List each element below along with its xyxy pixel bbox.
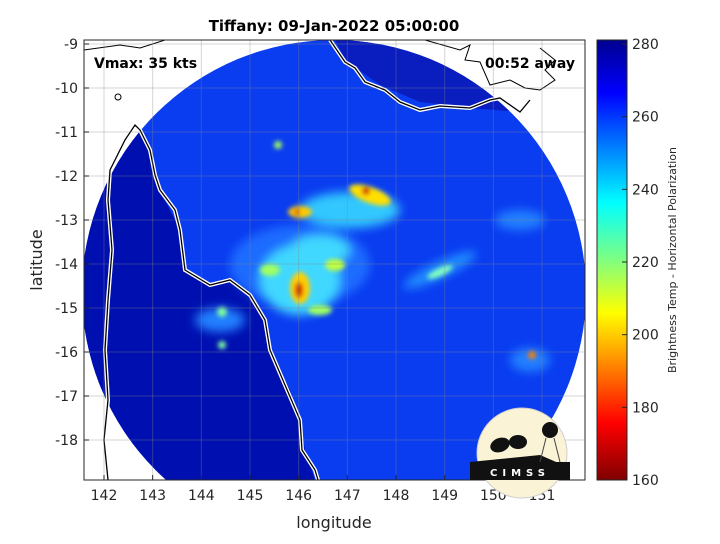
cimss-logo: CIMSS: [470, 407, 570, 499]
plot-title: Tiffany: 09-Jan-2022 05:00:00: [209, 17, 460, 35]
y-axis: -9 -10 -11 -12 -13 -14 -15 -16 -17 -18: [55, 37, 89, 449]
cold-cloud-tops: [217, 141, 536, 359]
x-tick-label: 146: [285, 488, 312, 504]
vmax-label: Vmax: 35 kts: [94, 56, 197, 72]
y-axis-label: latitude: [27, 229, 46, 290]
x-tick-label: 143: [139, 488, 166, 504]
y-tick-label: -14: [55, 257, 78, 273]
y-tick-label: -9: [64, 37, 78, 53]
logo-text: CIMSS: [490, 468, 550, 479]
axes-box: [83, 39, 586, 481]
coastlines: [84, 40, 556, 480]
colorbar-tick-label: 220: [632, 255, 659, 271]
grid-lines: [84, 40, 585, 480]
colorbar-tick-label: 240: [632, 182, 659, 198]
x-axis-label: longitude: [296, 513, 371, 532]
y-tick-label: -16: [55, 345, 78, 361]
colorbar-tick-label: 160: [632, 473, 659, 489]
y-tick-label: -10: [55, 81, 78, 97]
x-tick-label: 142: [91, 488, 118, 504]
y-tick-label: -17: [55, 389, 78, 405]
colorbar-label: Brightness Temp - Horizontal Polarizatio…: [666, 147, 679, 373]
colorbar: [596, 39, 628, 481]
y-tick-label: -15: [55, 301, 78, 317]
y-tick-label: -18: [55, 433, 78, 449]
x-tick-label: 144: [188, 488, 215, 504]
x-tick-label: 145: [237, 488, 264, 504]
colorbar-tick-label: 200: [632, 328, 659, 344]
colorbar-tick-label: 260: [632, 110, 659, 126]
colorbar-tick-label: 180: [632, 400, 659, 416]
time-away-label: 00:52 away: [485, 56, 575, 72]
y-tick-label: -12: [55, 169, 78, 185]
y-tick-label: -13: [55, 213, 78, 229]
y-tick-label: -11: [55, 125, 78, 141]
colorbar-ticks: 280 260 240 220 200 180 160: [622, 37, 659, 489]
x-tick-label: 147: [334, 488, 361, 504]
x-tick-label: 148: [383, 488, 410, 504]
colorbar-tick-label: 280: [632, 37, 659, 53]
x-tick-label: 149: [431, 488, 458, 504]
